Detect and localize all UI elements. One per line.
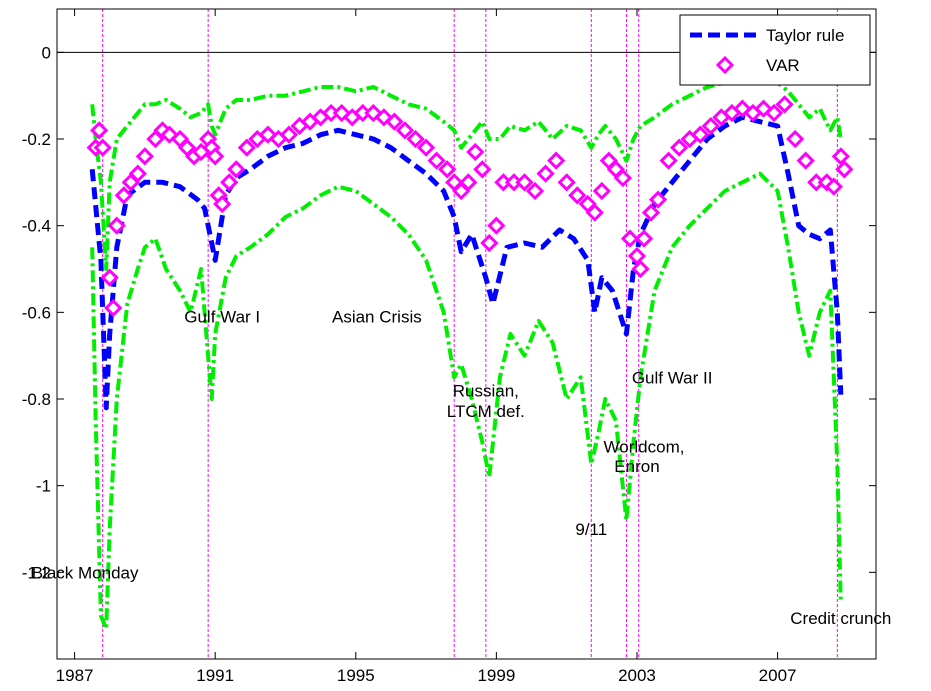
var-point <box>227 160 246 179</box>
var-point <box>547 151 566 170</box>
var-point <box>114 186 133 205</box>
y-tick-label: -0.8 <box>22 390 51 409</box>
var-point <box>670 138 689 157</box>
x-tick-label: 1999 <box>477 666 515 685</box>
axes-layer: 0 -0.2 -0.4 -0.6 -0.8 -1 -1.2 1987 1991 1995 1999 2… <box>22 8 877 685</box>
var-point <box>128 164 147 183</box>
var-point <box>93 138 112 157</box>
var-point <box>135 147 154 166</box>
var-point <box>620 229 640 248</box>
var-point <box>786 129 805 149</box>
var-point <box>100 268 119 287</box>
var-point <box>525 181 545 201</box>
var-point <box>459 173 478 192</box>
var-point <box>206 147 225 166</box>
var-point <box>213 194 232 214</box>
var-point <box>279 125 299 144</box>
var-point <box>775 95 794 114</box>
var-point <box>220 173 239 192</box>
var-point <box>466 142 485 162</box>
var-point <box>613 168 633 188</box>
y-tick-label: -1 <box>36 477 51 496</box>
var-point <box>416 138 436 157</box>
event-annotations-layer: Black Monday Gulf War I Asian Crisis Russia… <box>32 308 892 628</box>
y-tick-label: -0.6 <box>22 303 51 322</box>
var-point <box>701 116 720 136</box>
x-tick-label: 1995 <box>337 666 375 685</box>
upper-band-line <box>90 76 843 271</box>
y-tick-label: -0.2 <box>22 130 51 149</box>
var-point <box>764 103 784 123</box>
var-point <box>90 121 109 140</box>
var-point <box>835 160 854 179</box>
var-point <box>237 138 256 157</box>
x-tick-label: 2007 <box>759 666 797 685</box>
y-tick-label: -0.4 <box>22 217 51 236</box>
var-point <box>107 216 126 235</box>
series-layer <box>86 76 854 631</box>
var-point <box>659 151 678 170</box>
var-point <box>487 216 506 235</box>
var-point <box>627 246 647 266</box>
var-point <box>385 112 404 131</box>
event-label: LTCM def. <box>447 402 525 421</box>
var-point <box>592 181 611 201</box>
var-point <box>480 233 499 253</box>
var-point <box>406 129 425 149</box>
var-point <box>568 186 587 205</box>
var-point <box>634 229 654 248</box>
event-label: Russian, <box>453 381 519 400</box>
var-point <box>585 203 604 222</box>
x-tick-label: 1991 <box>196 666 234 685</box>
var-point <box>824 177 843 196</box>
var-point <box>648 190 668 209</box>
var-point <box>427 151 446 170</box>
var-point <box>641 203 661 222</box>
event-label: Asian Crisis <box>332 308 422 327</box>
lower-band-line <box>90 171 843 631</box>
event-label: Worldcom, <box>604 438 685 457</box>
var-point <box>557 173 576 192</box>
var-point <box>536 164 555 183</box>
var-point <box>831 147 850 166</box>
var-point <box>691 125 710 144</box>
var-point <box>631 259 650 279</box>
x-tick-label: 2003 <box>618 666 656 685</box>
event-label: 9/11 <box>575 520 607 539</box>
var-point <box>796 151 815 170</box>
var-point <box>438 160 457 179</box>
var-point <box>473 160 492 179</box>
legend: Taylor rule VAR <box>679 14 871 86</box>
var-point <box>515 173 534 192</box>
y-tick-label: -1.2 <box>22 563 51 582</box>
legend-label-var: VAR <box>766 56 800 75</box>
var-point <box>104 298 123 318</box>
event-label: Gulf War I <box>184 308 260 327</box>
legend-box <box>679 14 871 86</box>
y-tick-label: 0 <box>42 43 51 62</box>
var-point <box>395 121 415 140</box>
legend-label-taylor: Taylor rule <box>766 26 844 45</box>
event-label: Black Monday <box>32 563 139 582</box>
event-label: Credit crunch <box>790 609 891 628</box>
legend-swatch-var <box>715 55 735 75</box>
plot-frame <box>56 8 877 660</box>
event-label: Gulf War II <box>632 368 713 387</box>
x-tick-label: 1987 <box>56 666 94 685</box>
event-label: Enron <box>614 457 659 476</box>
